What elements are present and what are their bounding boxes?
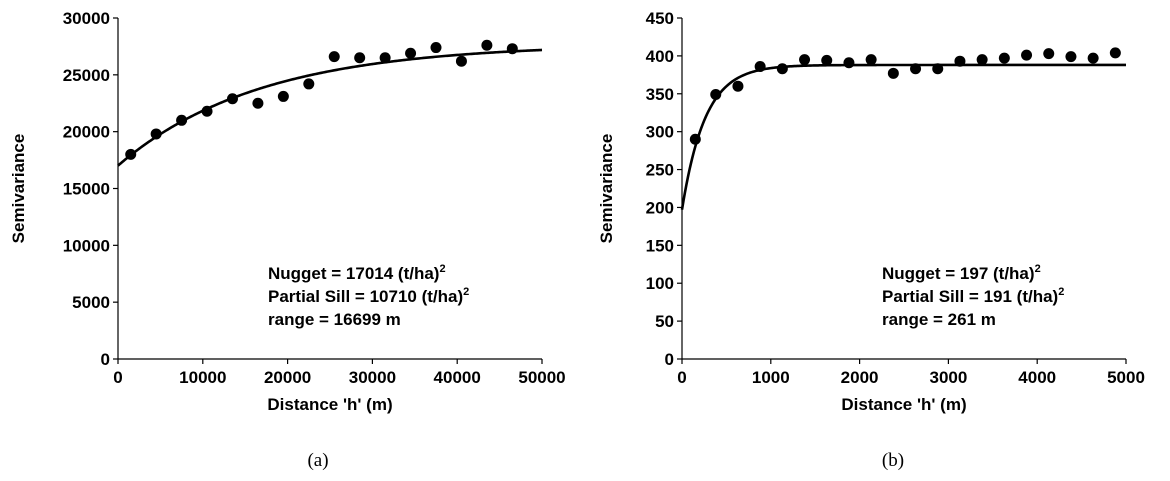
panel-b-y-axis-title: Semivariance [597,134,616,244]
panel-b-data-point [754,60,766,72]
panel-a-annotation: Partial Sill = 10710 (t/ha)2 [268,286,469,306]
panel-b-y-tick-label: 50 [655,312,674,331]
panel-a-data-point [150,128,162,140]
panel-b-x-tick-label: 0 [677,368,686,387]
panel-b-x-tick-label: 3000 [929,368,967,387]
panel-b-y-tick-label: 150 [646,236,674,255]
panel-a-data-point [252,97,264,109]
panel-a-data-point [176,114,188,126]
panel-b-data-point [689,133,701,145]
panel-a-data-point [430,42,442,54]
panel-b-data-point [865,54,877,66]
panel-b-y-tick-label: 0 [665,350,674,369]
panel-a-annotation: Nugget = 17014 (t/ha)2 [268,263,446,283]
panel-b-data-point [976,54,988,66]
panel-a-data-point [481,39,493,51]
panel-a-data-point [303,78,315,90]
panel-a-x-tick-label: 40000 [434,368,481,387]
panel-a-model-curve [117,48,543,167]
panel-b-data-point [843,57,855,69]
panel-b-data-point [1087,52,1099,64]
panel-b-data-point [1043,48,1055,60]
panel-a-x-tick-label: 50000 [518,368,565,387]
panel-b-data-point [1065,51,1077,63]
panel-a-data-point [379,52,391,64]
panel-b-y-tick-label: 100 [646,274,674,293]
panel-b-x-tick-label: 2000 [841,368,879,387]
panel-b-model-curve [680,63,1126,210]
panel-b-data-point [710,89,722,101]
panel-a-data-point [277,90,289,102]
panel-b-x-axis-title: Distance 'h' (m) [841,395,966,414]
panel-b-data-point [732,80,744,92]
panel-b-data-point [998,52,1010,64]
panel-b-data-point [954,55,966,67]
panel-a-y-tick-label: 10000 [63,236,110,255]
panel-a-data-point [201,105,213,117]
panel-b-data-point [910,63,922,75]
panel-a-x-tick-label: 0 [113,368,122,387]
panel-b-x-tick-label: 4000 [1018,368,1056,387]
panel-b-annotation: range = 261 m [882,310,996,329]
panel-a-caption: (a) [307,450,328,471]
panel-b-annotation: Nugget = 197 (t/ha)2 [882,263,1041,283]
panel-b-y-tick-label: 250 [646,161,674,180]
panel-a-y-tick-label: 5000 [72,293,110,312]
panel-b-x-tick-label: 5000 [1107,368,1145,387]
panel-a-data-point [506,43,518,55]
panel-b-caption: (b) [882,450,904,471]
panel-a-y-tick-label: 15000 [63,180,110,199]
panel-a-annotation: range = 16699 m [268,310,401,329]
panel-b-data-point [776,63,788,75]
panel-b-y-tick-label: 400 [646,47,674,66]
panel-b-y-tick-label: 350 [646,85,674,104]
panel-a-x-tick-label: 30000 [349,368,396,387]
panel-b-data-point [932,63,944,75]
panel-a-y-tick-label: 30000 [63,9,110,28]
panel-b-y-tick-label: 200 [646,198,674,217]
panel-a-y-tick-label: 25000 [63,66,110,85]
panel-a-y-axis-title: Semivariance [9,134,28,244]
panel-a-data-point [354,52,366,64]
panel-b-data-point [799,54,811,66]
panel-b-data-point [1021,49,1033,61]
panel-b-data-point [1109,47,1121,59]
panel-a: 0 5000 10000 15000 20000 25000 30000 0 10000 2000… [9,9,566,471]
panel-b: 0 50 100 150 200 250 300 350 400 450 0 1000 2000 3000… [597,9,1145,471]
panel-a-y-tick-label: 0 [101,350,110,369]
panel-a-x-tick-label: 10000 [179,368,226,387]
panel-b-y-tick-label: 450 [646,9,674,28]
panel-b-y-tick-label: 300 [646,123,674,142]
panel-a-data-point [328,51,340,63]
panel-a-data-point [455,55,467,67]
panel-a-data-point [226,93,238,105]
panel-a-data-point [405,47,417,59]
panel-a-data-point [125,148,137,160]
panel-a-x-axis-title: Distance 'h' (m) [267,395,392,414]
panel-b-data-point [887,67,899,79]
panel-b-data-point [821,54,833,66]
panel-a-x-tick-label: 20000 [264,368,311,387]
panel-b-x-tick-label: 1000 [752,368,790,387]
panel-b-annotation: Partial Sill = 191 (t/ha)2 [882,286,1064,306]
panel-a-y-tick-label: 20000 [63,123,110,142]
